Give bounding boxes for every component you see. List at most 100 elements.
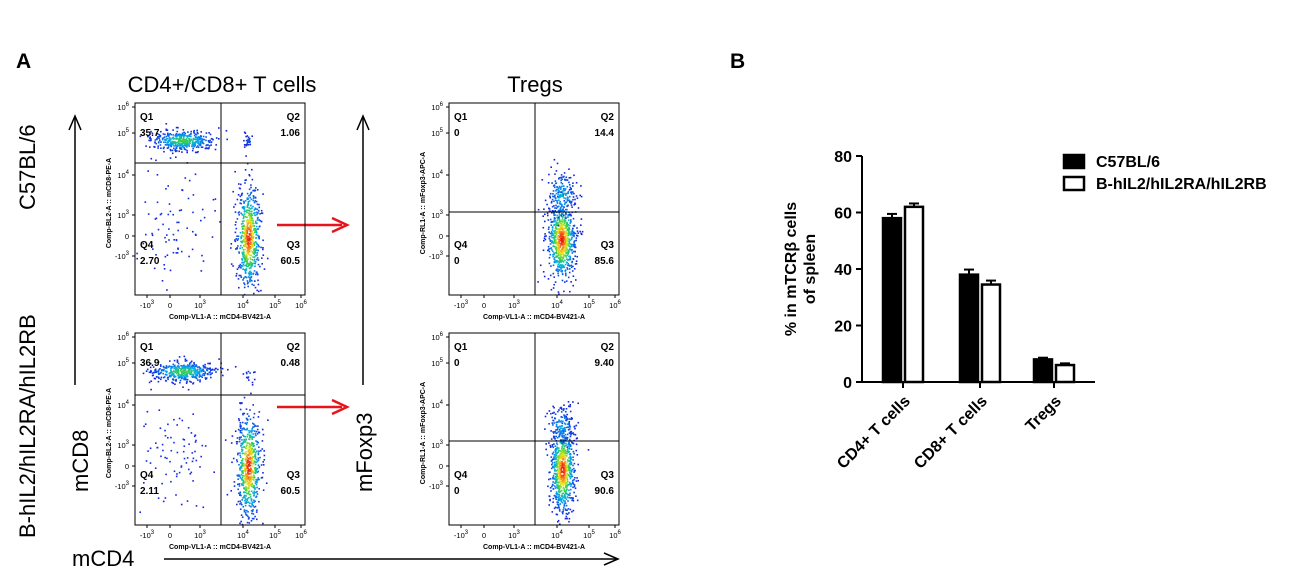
panel-letter-b: B bbox=[730, 50, 746, 73]
bar-humanized bbox=[1054, 363, 1076, 384]
quadrant-value-q1: 0 bbox=[454, 128, 460, 139]
quadrant-value-q1: 0 bbox=[454, 358, 460, 369]
quadrant-label-q4: Q4 bbox=[454, 240, 468, 251]
y-tick-label: 0 bbox=[125, 232, 129, 241]
legend-label: B-hIL2/hIL2RA/hIL2RB bbox=[1096, 176, 1267, 193]
bar-humanized bbox=[980, 283, 1002, 384]
x-tick-label: 103 bbox=[194, 530, 206, 540]
quadrant-label-q1: Q1 bbox=[454, 342, 468, 353]
quadrant-label-q1: Q1 bbox=[454, 112, 468, 123]
x-tick-label: 104 bbox=[237, 530, 249, 540]
y-tick-label: 105 bbox=[117, 358, 129, 368]
column-title-tregs: Tregs bbox=[507, 72, 563, 97]
x-tick-label: 106 bbox=[609, 300, 621, 310]
x-tick-label: -103 bbox=[140, 530, 155, 540]
y-tick-label: 0 bbox=[843, 375, 852, 392]
plot-frame bbox=[448, 332, 620, 526]
x-tick-label: 105 bbox=[269, 530, 281, 540]
y-tick-label: 0 bbox=[439, 232, 443, 241]
x-tick-label: 104 bbox=[551, 530, 563, 540]
y-axis-label: Comp-RL1-A :: mFoxp3-APC-A bbox=[420, 382, 427, 484]
x-tick-label: -103 bbox=[454, 530, 469, 540]
bar-c57 bbox=[881, 216, 903, 384]
red-arrow-top bbox=[277, 216, 350, 234]
y-axis-label: Comp-RL1-A :: mFoxp3-APC-A bbox=[420, 152, 427, 254]
quadrant-value-q4: 2.11 bbox=[140, 486, 159, 497]
x-tick-label: 106 bbox=[295, 300, 307, 310]
y-tick-label: 103 bbox=[117, 210, 129, 220]
y-tick-label: 106 bbox=[117, 102, 129, 112]
x-tick-label: 104 bbox=[551, 300, 563, 310]
quadrant-value-q4: 2.70 bbox=[140, 256, 160, 267]
bar-chart: 0 20 40 60 80 % in mTCRβ cells of spleen CD4+ T… bbox=[783, 149, 1267, 472]
y-tick-label: 60 bbox=[834, 206, 852, 223]
x-tick-label: 105 bbox=[583, 300, 595, 310]
x-tick-label: 103 bbox=[508, 530, 520, 540]
red-arrow-bottom bbox=[277, 398, 350, 416]
y-tick-label: 40 bbox=[834, 262, 852, 279]
bar-c57 bbox=[958, 273, 980, 384]
y-tick-label: 103 bbox=[431, 440, 443, 450]
y-tick-label: 106 bbox=[431, 102, 443, 112]
y-tick-label: 0 bbox=[125, 462, 129, 471]
x-axis-label: Comp-VL1-A :: mCD4-BV421-A bbox=[483, 314, 585, 321]
x-tick-label: 103 bbox=[508, 300, 520, 310]
x-tick-label: 0 bbox=[168, 301, 172, 310]
y-tick-label: -103 bbox=[429, 481, 444, 491]
y-tick-label: 20 bbox=[834, 319, 852, 336]
y-tick-label: 80 bbox=[834, 149, 852, 166]
plot-frame bbox=[134, 332, 306, 526]
y-axis-label: Comp-BL2-A :: mCD8-PE-A bbox=[106, 158, 113, 248]
quadrant-value-q3: 60.5 bbox=[281, 486, 301, 497]
quadrant-label-q4: Q4 bbox=[454, 470, 468, 481]
y-tick-label: 105 bbox=[431, 358, 443, 368]
y-tick-label: 0 bbox=[439, 462, 443, 471]
mfoxp3-axis-arrow-head bbox=[356, 114, 370, 131]
panel-letter-a: A bbox=[16, 50, 32, 73]
plot-frame bbox=[448, 102, 620, 296]
x-axis-label: Comp-VL1-A :: mCD4-BV421-A bbox=[169, 314, 271, 321]
mcd8-axis-arrow-head bbox=[68, 114, 82, 131]
y-tick-label: -103 bbox=[115, 481, 130, 491]
quadrant-label-q1: Q1 bbox=[140, 342, 154, 353]
quadrant-label-q1: Q1 bbox=[140, 112, 154, 123]
quadrant-value-q3: 85.6 bbox=[595, 256, 615, 267]
x-tick-label: -103 bbox=[454, 300, 469, 310]
y-tick-label: -103 bbox=[429, 251, 444, 261]
bar-c57 bbox=[1032, 358, 1054, 384]
quadrant-value-q2: 9.40 bbox=[595, 358, 615, 369]
x-axis-label: Comp-VL1-A :: mCD4-BV421-A bbox=[169, 544, 271, 551]
axis-label-mcd4: mCD4 bbox=[72, 546, 135, 571]
quadrant-label-q2: Q2 bbox=[601, 112, 615, 123]
legend-swatch bbox=[1062, 153, 1086, 170]
quadrant-label-q4: Q4 bbox=[140, 240, 154, 251]
plot-frame bbox=[134, 102, 306, 296]
quadrant-value-q1: 36.9 bbox=[140, 358, 160, 369]
scatter-dots bbox=[537, 158, 584, 295]
x-tick-label: 105 bbox=[269, 300, 281, 310]
flow-plot-hum-cd4cd8: Q1 36.9 Q2 0.48 Q4 2.11 Q3 60.5 106 105 104 103 0 -10… bbox=[106, 332, 308, 551]
bar-humanized bbox=[903, 205, 925, 384]
category-label: Tregs bbox=[1023, 393, 1065, 435]
x-tick-label: -103 bbox=[140, 300, 155, 310]
quadrant-label-q3: Q3 bbox=[287, 470, 301, 481]
y-tick-label: -103 bbox=[115, 251, 130, 261]
y-tick-label: 103 bbox=[117, 440, 129, 450]
quadrant-label-q2: Q2 bbox=[601, 342, 615, 353]
x-tick-label: 103 bbox=[194, 300, 206, 310]
legend-swatch bbox=[1062, 175, 1086, 192]
quadrant-value-q3: 90.6 bbox=[595, 486, 615, 497]
quadrant-label-q2: Q2 bbox=[287, 342, 301, 353]
x-tick-label: 106 bbox=[295, 530, 307, 540]
x-axis-label: Comp-VL1-A :: mCD4-BV421-A bbox=[483, 544, 585, 551]
y-tick-label: 104 bbox=[431, 400, 443, 410]
scatter-dots bbox=[139, 355, 269, 526]
quadrant-label-q2: Q2 bbox=[287, 112, 301, 123]
legend-label: C57BL/6 bbox=[1096, 154, 1160, 171]
quadrant-value-q3: 60.5 bbox=[281, 256, 301, 267]
quadrant-label-q3: Q3 bbox=[601, 470, 615, 481]
flow-plot-c57-cd4cd8: Q1 35.7 Q2 1.06 Q4 2.70 Q3 60.5 106 105 104 103 0 -10… bbox=[106, 102, 308, 321]
flow-plot-hum-tregs: Q1 0 Q2 9.40 Q4 0 Q3 90.6 106 105 104 103 0 -103 -103 0… bbox=[420, 332, 622, 551]
y-tick-label: 106 bbox=[117, 332, 129, 342]
